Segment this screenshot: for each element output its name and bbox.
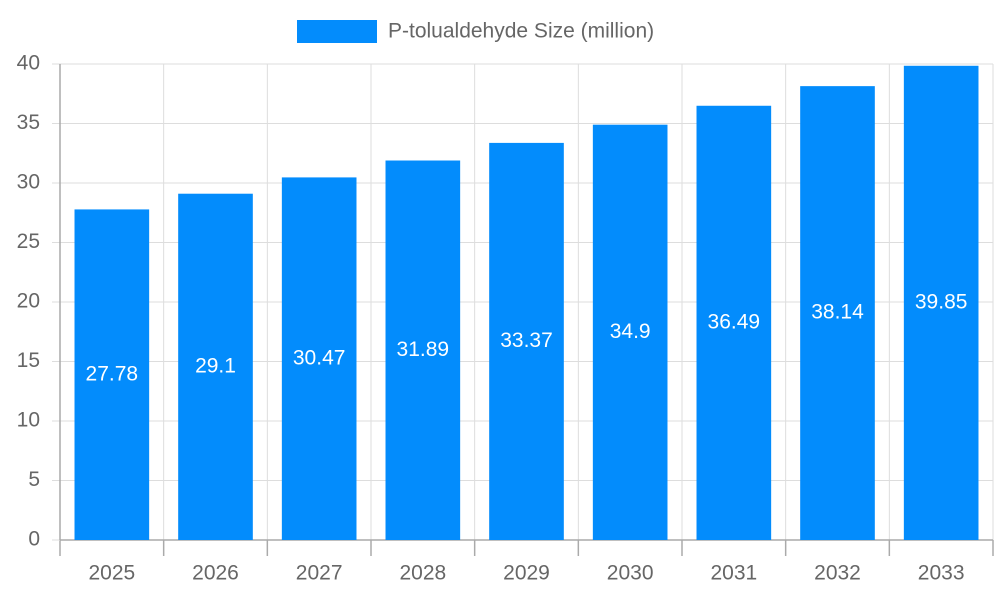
legend-label: P-tolualdehyde Size (million) xyxy=(388,20,654,43)
x-tick-label: 2026 xyxy=(192,562,239,585)
data-label: 38.14 xyxy=(811,301,864,324)
y-tick-label: 35 xyxy=(17,111,40,134)
bar xyxy=(696,105,772,541)
y-tick-label: 10 xyxy=(17,409,40,432)
data-label: 27.78 xyxy=(86,362,139,385)
x-tick-label: 2029 xyxy=(503,562,550,585)
bar xyxy=(74,209,150,540)
y-tick-label: 25 xyxy=(17,230,40,253)
y-tick-label: 30 xyxy=(17,171,40,194)
data-label: 33.37 xyxy=(500,329,553,352)
bar xyxy=(800,86,875,540)
y-tick-label: 20 xyxy=(17,290,40,313)
x-tick-label: 2027 xyxy=(296,562,343,585)
data-label: 30.47 xyxy=(293,346,346,369)
y-tick-label: 40 xyxy=(17,52,40,75)
data-label: 39.85 xyxy=(915,290,968,313)
x-tick-label: 2025 xyxy=(88,562,135,585)
data-label: 29.1 xyxy=(195,354,236,377)
x-tick-label: 2028 xyxy=(399,562,446,585)
bar xyxy=(903,65,979,540)
x-tick-label: 2030 xyxy=(607,562,654,585)
x-tick-label: 2031 xyxy=(710,562,757,585)
data-label: 31.89 xyxy=(397,338,450,361)
bar xyxy=(489,142,564,540)
y-tick-label: 5 xyxy=(28,468,40,491)
y-tick-label: 0 xyxy=(28,528,40,551)
legend-swatch xyxy=(297,20,377,43)
y-tick-label: 15 xyxy=(17,349,40,372)
data-label: 34.9 xyxy=(610,320,651,343)
data-label: 36.49 xyxy=(708,310,761,333)
x-tick-label: 2033 xyxy=(918,562,965,585)
bar xyxy=(178,193,253,540)
bar xyxy=(385,160,461,540)
bar xyxy=(281,177,357,541)
bar xyxy=(592,124,668,540)
x-tick-label: 2032 xyxy=(814,562,861,585)
